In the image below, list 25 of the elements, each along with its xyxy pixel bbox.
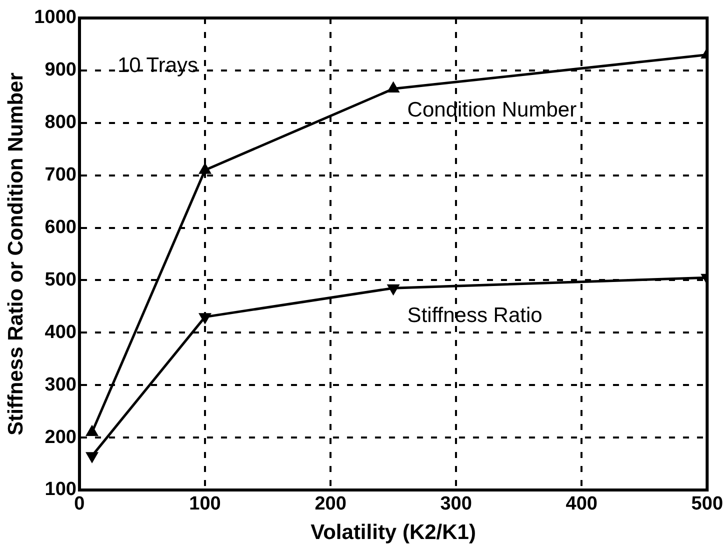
x-tick-label: 500: [691, 494, 723, 515]
y-tick-label: 200: [44, 426, 76, 448]
point: [388, 284, 399, 294]
point: [86, 452, 98, 462]
point: [199, 313, 211, 324]
series-label: Stiffness Ratio: [407, 304, 542, 327]
x-tick-label: 300: [440, 494, 472, 515]
y-tick-label: 100: [44, 479, 76, 500]
x-tick-label: 100: [189, 494, 221, 515]
x-tick-label: 200: [314, 494, 346, 515]
y-tick-label: 900: [44, 60, 76, 81]
y-tick-label: 400: [44, 322, 76, 343]
point: [199, 164, 211, 174]
x-tick-label: 0: [74, 494, 85, 515]
y-tick-label: 600: [44, 217, 76, 238]
y-tick-label: 300: [44, 374, 76, 396]
y-tick-label: 1000: [34, 7, 76, 28]
series-label: Condition Number: [407, 98, 577, 122]
y-axis-title: Stiffness Ratio or Condition Number: [4, 72, 28, 436]
y-tick-label: 500: [44, 269, 76, 290]
y-tick-label: 700: [44, 164, 76, 186]
point: [388, 82, 399, 93]
x-tick-label: 400: [566, 494, 598, 515]
x-axis-title: Volatility (K2/K1): [310, 521, 476, 544]
y-tick-label: 800: [44, 112, 76, 134]
